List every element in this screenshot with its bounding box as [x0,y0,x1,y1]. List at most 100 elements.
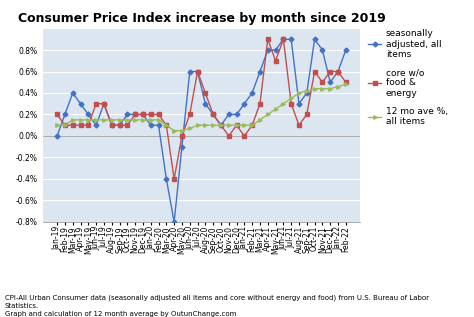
seasonally
adjusted, all
items [296,102,302,106]
12 mo ave %,
all items [140,118,146,122]
12 mo ave %,
all items [93,118,99,122]
seasonally
adjusted, all
items [319,48,325,52]
seasonally
adjusted, all
items [78,102,83,106]
seasonally
adjusted, all
items [140,113,146,116]
core w/o
food &
energy [148,113,154,116]
12 mo ave %,
all items [54,123,60,127]
seasonally
adjusted, all
items [218,123,224,127]
12 mo ave %,
all items [234,123,239,127]
12 mo ave %,
all items [226,123,232,127]
core w/o
food &
energy [70,123,75,127]
seasonally
adjusted, all
items [109,123,115,127]
core w/o
food &
energy [312,70,318,74]
seasonally
adjusted, all
items [288,37,294,41]
core w/o
food &
energy [319,80,325,84]
12 mo ave %,
all items [125,118,130,122]
12 mo ave %,
all items [242,123,247,127]
12 mo ave %,
all items [78,118,83,122]
core w/o
food &
energy [117,123,122,127]
core w/o
food &
energy [171,177,177,181]
12 mo ave %,
all items [117,118,122,122]
12 mo ave %,
all items [273,107,278,111]
seasonally
adjusted, all
items [343,48,349,52]
seasonally
adjusted, all
items [101,102,107,106]
12 mo ave %,
all items [202,123,208,127]
core w/o
food &
energy [218,123,224,127]
12 mo ave %,
all items [210,123,216,127]
core w/o
food &
energy [210,113,216,116]
seasonally
adjusted, all
items [179,145,185,149]
core w/o
food &
energy [257,102,263,106]
Legend: seasonally
adjusted, all
items, core w/o
food &
energy, 12 mo ave %,
all items: seasonally adjusted, all items, core w/o… [368,29,448,126]
core w/o
food &
energy [132,113,138,116]
seasonally
adjusted, all
items [70,91,75,95]
12 mo ave %,
all items [101,118,107,122]
core w/o
food &
energy [195,70,201,74]
core w/o
food &
energy [234,123,239,127]
seasonally
adjusted, all
items [93,123,99,127]
core w/o
food &
energy [202,91,208,95]
12 mo ave %,
all items [288,96,294,100]
Line: seasonally
adjusted, all
items: seasonally adjusted, all items [55,37,347,223]
seasonally
adjusted, all
items [335,70,341,74]
core w/o
food &
energy [335,70,341,74]
seasonally
adjusted, all
items [242,102,247,106]
seasonally
adjusted, all
items [273,48,278,52]
12 mo ave %,
all items [164,123,169,127]
Line: core w/o
food &
energy: core w/o food & energy [55,37,347,181]
core w/o
food &
energy [242,134,247,138]
core w/o
food &
energy [328,70,333,74]
12 mo ave %,
all items [70,118,75,122]
seasonally
adjusted, all
items [132,113,138,116]
core w/o
food &
energy [78,123,83,127]
core w/o
food &
energy [93,102,99,106]
core w/o
food &
energy [249,123,255,127]
Title: Consumer Price Index increase by month since 2019: Consumer Price Index increase by month s… [18,12,385,25]
core w/o
food &
energy [304,113,310,116]
seasonally
adjusted, all
items [210,113,216,116]
core w/o
food &
energy [140,113,146,116]
core w/o
food &
energy [62,123,68,127]
core w/o
food &
energy [226,134,232,138]
core w/o
food &
energy [187,113,192,116]
core w/o
food &
energy [296,123,302,127]
12 mo ave %,
all items [319,87,325,91]
core w/o
food &
energy [273,59,278,63]
seasonally
adjusted, all
items [54,134,60,138]
seasonally
adjusted, all
items [234,113,239,116]
seasonally
adjusted, all
items [125,113,130,116]
12 mo ave %,
all items [281,102,286,106]
Text: CPI-All Urban Consumer data (seasonally adjusted all items and core without ener: CPI-All Urban Consumer data (seasonally … [5,294,429,317]
12 mo ave %,
all items [304,89,310,93]
seasonally
adjusted, all
items [164,177,169,181]
12 mo ave %,
all items [335,85,341,88]
12 mo ave %,
all items [343,82,349,86]
12 mo ave %,
all items [155,118,161,122]
12 mo ave %,
all items [85,118,91,122]
seasonally
adjusted, all
items [148,123,154,127]
12 mo ave %,
all items [257,118,263,122]
12 mo ave %,
all items [218,123,224,127]
seasonally
adjusted, all
items [171,220,177,224]
12 mo ave %,
all items [265,113,271,116]
core w/o
food &
energy [179,134,185,138]
core w/o
food &
energy [109,123,115,127]
core w/o
food &
energy [85,123,91,127]
seasonally
adjusted, all
items [155,123,161,127]
seasonally
adjusted, all
items [85,113,91,116]
seasonally
adjusted, all
items [281,37,286,41]
12 mo ave %,
all items [62,123,68,127]
12 mo ave %,
all items [249,123,255,127]
core w/o
food &
energy [343,80,349,84]
seasonally
adjusted, all
items [312,37,318,41]
seasonally
adjusted, all
items [187,70,192,74]
core w/o
food &
energy [125,123,130,127]
Line: 12 mo ave %,
all items: 12 mo ave %, all items [55,83,347,132]
core w/o
food &
energy [281,37,286,41]
core w/o
food &
energy [288,102,294,106]
12 mo ave %,
all items [132,118,138,122]
seasonally
adjusted, all
items [62,113,68,116]
12 mo ave %,
all items [109,118,115,122]
seasonally
adjusted, all
items [257,70,263,74]
seasonally
adjusted, all
items [226,113,232,116]
